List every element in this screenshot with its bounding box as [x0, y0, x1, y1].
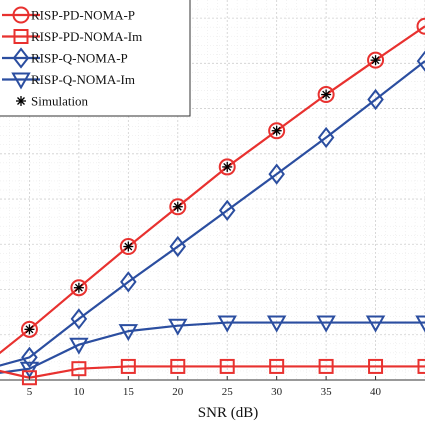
legend-box: [0, 0, 191, 117]
data-point: [268, 122, 286, 140]
data-point: [271, 125, 282, 136]
data-point: [119, 238, 137, 256]
x-tick-label: 15: [123, 386, 135, 398]
data-point: [217, 315, 237, 333]
asterisk-stroke: [371, 56, 380, 65]
data-point: [219, 358, 235, 374]
data-point: [123, 241, 134, 252]
legend-item: RISP-PD-NOMA-Im: [2, 29, 142, 44]
x-tick-label: 40: [370, 386, 382, 398]
legend-item: RISP-Q-NOMA-Im: [2, 72, 135, 90]
data-point: [222, 161, 233, 172]
data-point: [118, 324, 139, 342]
legend-item: RISP-PD-NOMA-P: [2, 6, 135, 24]
legend-label: RISP-PD-NOMA-P: [31, 8, 135, 23]
x-tick-label: 20: [172, 386, 184, 398]
data-point: [168, 318, 188, 336]
data-point: [417, 358, 425, 374]
data-point: [218, 158, 236, 176]
series-risp-pd-noma-im: [0, 358, 425, 386]
data-point: [120, 271, 137, 293]
data-point: [416, 50, 425, 72]
data-point: [71, 361, 87, 377]
data-point: [21, 370, 37, 386]
data-point: [365, 315, 386, 333]
x-tick-label: 30: [271, 386, 283, 398]
data-point: [321, 89, 332, 100]
data-point: [367, 51, 385, 69]
legend-label: RISP-PD-NOMA-Im: [31, 29, 142, 44]
asterisk-stroke: [173, 202, 182, 211]
data-point: [368, 358, 384, 374]
asterisk-stroke: [223, 162, 232, 171]
asterisk-stroke: [272, 126, 281, 135]
data-point: [218, 199, 236, 221]
legend-label: RISP-Q-NOMA-Im: [31, 72, 135, 87]
series-line: [0, 365, 425, 379]
data-point: [268, 163, 285, 185]
x-tick-label: 10: [73, 386, 85, 398]
series-risp-q-noma-p: [0, 50, 425, 369]
legend-label: Simulation: [31, 94, 89, 109]
data-point: [370, 55, 381, 66]
x-tick-label: 5: [27, 386, 33, 398]
data-point: [316, 315, 336, 333]
data-point: [170, 358, 186, 374]
series-simulation: [24, 55, 381, 335]
legend-item: RISP-Q-NOMA-P: [2, 47, 128, 69]
data-point: [70, 308, 88, 330]
asterisk-stroke: [322, 90, 331, 99]
legend-label: RISP-Q-NOMA-P: [31, 51, 128, 66]
x-axis-label: SNR (dB): [198, 405, 258, 421]
series-layer: [0, 17, 425, 386]
data-point: [318, 358, 334, 374]
asterisk-stroke: [25, 325, 34, 334]
x-tick-label: 25: [222, 386, 234, 398]
data-point: [21, 346, 38, 369]
x-tick-label: 35: [321, 386, 333, 398]
data-point: [120, 358, 136, 374]
series-risp-pd-noma-p: [0, 17, 425, 355]
legend: RISP-PD-NOMA-P RISP-PD-NOMA-Im RISP-Q-NOMA…: [0, 0, 191, 117]
asterisk-stroke: [124, 242, 133, 251]
series-line: [0, 60, 425, 367]
data-point: [416, 17, 425, 35]
legend-marker: [12, 47, 30, 69]
series-line: [0, 25, 425, 355]
data-point: [317, 86, 335, 104]
legend-marker: [16, 96, 26, 106]
data-point: [317, 126, 335, 149]
legend-marker: [12, 6, 30, 24]
series-risp-q-noma-im: [0, 315, 425, 379]
data-point: [169, 235, 187, 258]
data-point: [73, 282, 84, 293]
data-point: [415, 315, 425, 333]
data-point: [20, 320, 38, 338]
data-point: [19, 361, 40, 379]
grid: [0, 0, 425, 381]
data-point: [169, 198, 187, 216]
data-point: [172, 201, 183, 212]
data-point: [367, 88, 384, 111]
asterisk-stroke: [17, 97, 25, 105]
data-point: [70, 279, 88, 297]
legend-marker: [11, 72, 31, 90]
data-point: [269, 358, 285, 374]
legend-item: Simulation: [16, 94, 89, 109]
legend-marker: [13, 29, 29, 44]
asterisk-stroke: [74, 283, 83, 292]
series-line: [0, 321, 425, 374]
data-point: [24, 324, 35, 335]
ticks: 5 10 15 20 25 30 35 40: [27, 376, 382, 398]
data-point: [69, 337, 89, 355]
data-point: [266, 315, 287, 333]
